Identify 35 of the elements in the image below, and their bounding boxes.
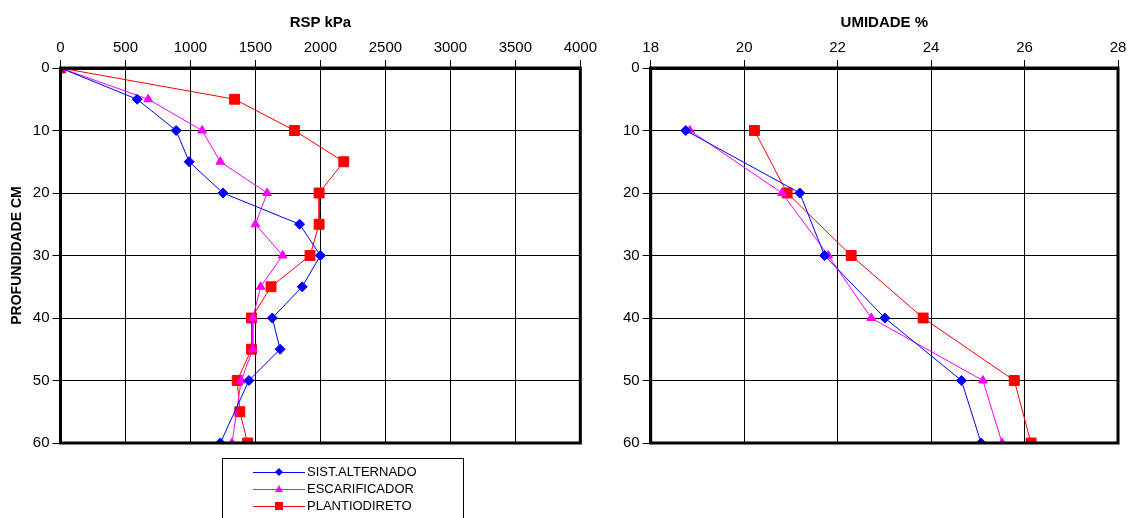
x-tick-label: 24 bbox=[922, 38, 940, 56]
y-tick-label: 10 bbox=[623, 120, 640, 138]
y-tick-label: 50 bbox=[623, 370, 640, 388]
x-tick-label: 26 bbox=[1016, 38, 1033, 56]
legend-label: SIST.ALTERNADO bbox=[307, 464, 417, 479]
x-tick-label: 3500 bbox=[498, 38, 533, 56]
x-tick-label: 1500 bbox=[238, 38, 273, 56]
x-tick-label: 22 bbox=[829, 38, 846, 56]
legend-label: PLANTIODIRETO bbox=[307, 498, 412, 513]
x-axis-title: UMIDADE % bbox=[840, 13, 929, 31]
y-tick-label: 60 bbox=[32, 433, 50, 451]
legend-label: ESCARIFICADOR bbox=[307, 481, 414, 496]
x-tick-label: 3000 bbox=[433, 38, 468, 56]
y-tick-label: 20 bbox=[32, 183, 50, 201]
y-tick-label: 50 bbox=[32, 370, 50, 388]
y-tick-label: 0 bbox=[41, 58, 50, 76]
x-tick-label: 1000 bbox=[173, 38, 208, 56]
y-tick-label: 40 bbox=[623, 308, 640, 326]
y-tick-label: 10 bbox=[32, 120, 50, 138]
y-tick-label: 20 bbox=[623, 183, 640, 201]
y-tick-label: 60 bbox=[623, 433, 640, 451]
x-tick-label: 2000 bbox=[303, 38, 338, 56]
x-tick-label: 20 bbox=[735, 38, 753, 56]
x-tick-label: 500 bbox=[112, 38, 138, 56]
x-tick-label: 18 bbox=[642, 38, 660, 56]
y-tick-label: 0 bbox=[631, 58, 640, 76]
y-tick-label: 30 bbox=[32, 245, 50, 263]
x-tick-label: 28 bbox=[1109, 38, 1127, 56]
x-tick-label: 4000 bbox=[563, 38, 597, 56]
x-axis-title: RSP kPa bbox=[289, 13, 352, 31]
y-axis-title: PROFUNDIDADE CM bbox=[8, 186, 25, 325]
x-tick-label: 0 bbox=[56, 38, 65, 56]
x-tick-label: 2500 bbox=[368, 38, 403, 56]
y-tick-label: 30 bbox=[623, 245, 640, 263]
y-tick-label: 40 bbox=[32, 308, 50, 326]
